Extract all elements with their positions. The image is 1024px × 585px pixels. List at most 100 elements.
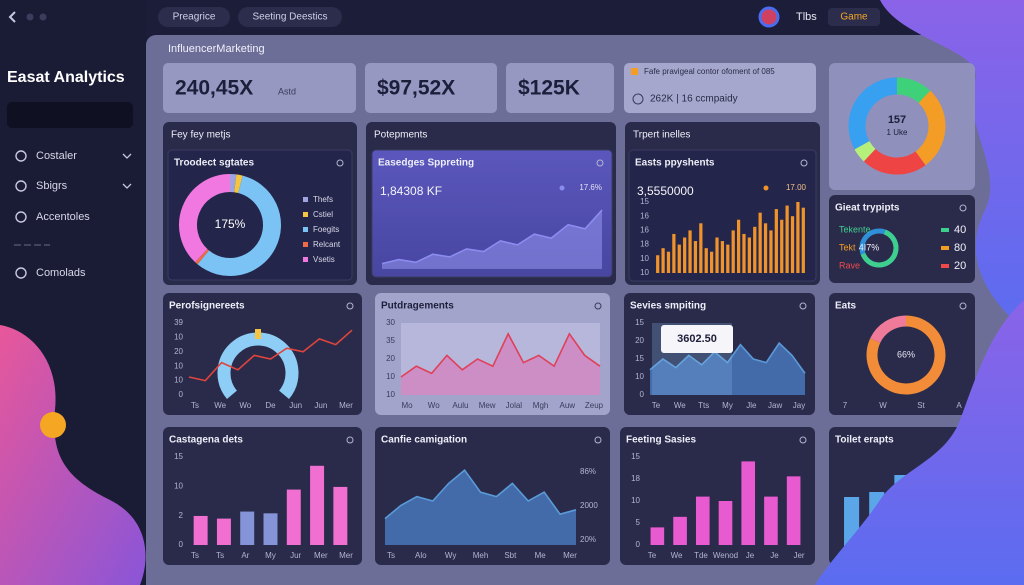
bar: [769, 230, 773, 273]
axis-label: 15: [174, 452, 183, 461]
search-box[interactable]: [7, 102, 133, 128]
nav-item[interactable]: Comolads: [36, 267, 86, 279]
axis-label: 7: [843, 401, 848, 410]
panel-group: Fey fey metjs: [171, 130, 230, 141]
panel-title: Sevies smpiting: [630, 301, 706, 312]
bar: [785, 205, 789, 273]
badge-dot: [559, 185, 565, 191]
panel-big-number: 1,84308 KF: [380, 184, 442, 198]
nav-item[interactable]: Costaler: [36, 150, 77, 162]
bar: [310, 465, 325, 545]
panel-menu[interactable]: [346, 302, 354, 310]
panel-menu[interactable]: [594, 436, 602, 444]
panel-menu[interactable]: [346, 436, 354, 444]
panel-title: Perofsignereets: [169, 301, 245, 312]
bar: [263, 513, 278, 545]
panel-menu[interactable]: [799, 436, 807, 444]
bar: [786, 476, 801, 545]
panel-menu[interactable]: [959, 302, 967, 310]
nav-icon: [15, 150, 27, 162]
axis-label: Wo: [428, 401, 440, 410]
axis-label: De: [265, 401, 276, 410]
legend-label: Cstiel: [313, 210, 333, 219]
button[interactable]: [828, 8, 880, 26]
bar: [333, 486, 348, 545]
line: [649, 341, 806, 374]
nav-item[interactable]: Accentoles: [36, 211, 90, 223]
panel-menu[interactable]: [959, 204, 967, 212]
axis-label: 10: [640, 254, 649, 263]
legend-swatch: [303, 227, 308, 232]
tab-label: Preagrice: [173, 12, 216, 23]
kpi-card: [365, 63, 497, 113]
legend-swatch: [941, 246, 949, 250]
tab[interactable]: [158, 7, 230, 27]
axis-label: Sbt: [504, 551, 517, 560]
panel-title: Eats: [835, 301, 857, 312]
kpi-unit: Astd: [278, 86, 296, 96]
axis-label: Aulu: [452, 401, 468, 410]
kpi-value: $125K: [518, 77, 580, 100]
axis-label: 0: [179, 390, 184, 399]
panel-menu[interactable]: [800, 159, 808, 167]
tooltip: [661, 325, 733, 353]
axis-label: Auw: [560, 401, 576, 410]
bar: [666, 251, 671, 273]
axis-label: 10: [386, 372, 395, 381]
axis-label: Wy: [445, 551, 456, 560]
panel-title: Easedges Sppreting: [378, 158, 474, 169]
tooltip-value: 3602.50: [677, 333, 717, 345]
nav-icon: [15, 180, 27, 192]
panel-menu[interactable]: [594, 302, 602, 310]
legend-value: 20: [954, 260, 966, 272]
panel-title: Canfie camigation: [381, 435, 467, 446]
legend-label: Tekente: [839, 224, 871, 234]
legend-swatch: [303, 212, 308, 217]
kpi-value: $97,52X: [377, 77, 455, 100]
chevron: [122, 153, 132, 159]
tab[interactable]: [238, 7, 342, 27]
panel: [829, 293, 975, 415]
donut-segment: [179, 174, 231, 263]
donut-segment: [848, 77, 898, 150]
axis-label: 10: [174, 333, 183, 342]
area: [385, 470, 576, 545]
donut-center: 66%: [897, 349, 915, 359]
axis-label: Mer: [339, 401, 353, 410]
panel-group: Potepments: [374, 130, 427, 141]
line: [400, 332, 601, 378]
chevron: [122, 183, 132, 189]
axis-label: We: [674, 401, 686, 410]
donut-sublabel: 1 Uke: [887, 128, 908, 137]
donut-segment: [854, 140, 876, 162]
plot-bg: [401, 323, 600, 395]
bar: [801, 207, 805, 273]
back-icon[interactable]: [8, 11, 16, 23]
bar: [764, 496, 778, 545]
note-card: [624, 63, 816, 113]
donut-segment: [863, 148, 926, 175]
legend-swatch: [303, 257, 308, 262]
donut-segment: [896, 77, 931, 104]
bar: [715, 237, 719, 273]
panel-menu[interactable]: [799, 302, 807, 310]
bar: [677, 244, 681, 273]
nav-item[interactable]: Sbigrs: [36, 180, 68, 192]
axis-label: Je: [746, 551, 755, 560]
legend-swatch: [303, 242, 308, 247]
axis-label: 15: [631, 452, 640, 461]
bar: [656, 255, 660, 273]
kpi-value: 240,45X: [175, 77, 253, 100]
gauge-center: 4I7%: [859, 242, 880, 252]
axis-label: 10: [635, 372, 644, 381]
legend-label: Relcant: [313, 240, 341, 249]
legend-value: 40: [954, 224, 966, 236]
axis-label: Jay: [793, 401, 805, 410]
axis-label: Mer: [339, 551, 353, 560]
donut-segment: [915, 90, 946, 166]
legend-swatch: [303, 197, 308, 202]
panel-menu[interactable]: [336, 159, 344, 167]
axis-label: 39: [174, 318, 183, 327]
panel-menu[interactable]: [596, 159, 604, 167]
axis-label: Te: [652, 401, 661, 410]
